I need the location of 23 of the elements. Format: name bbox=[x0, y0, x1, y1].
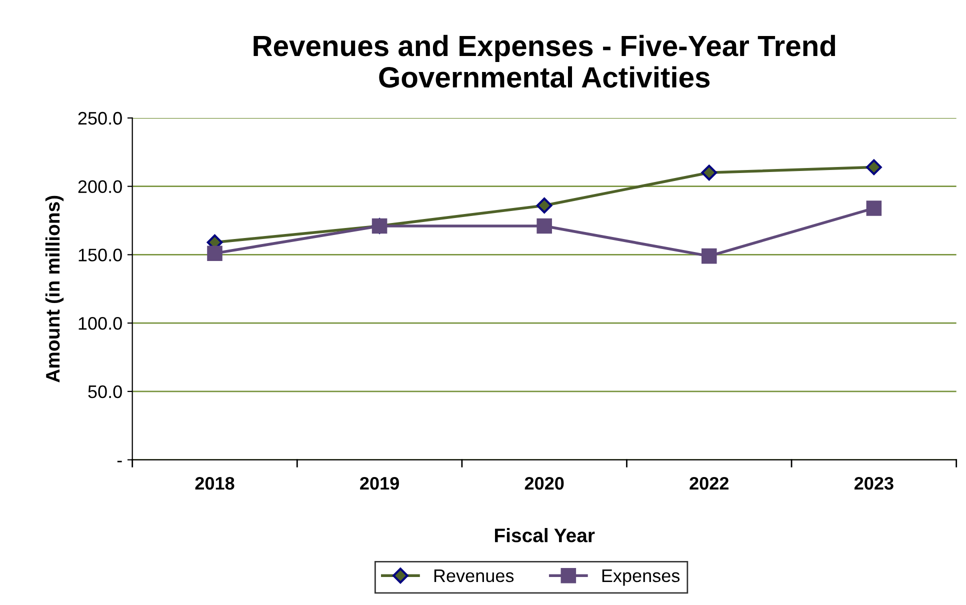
x-tick-label: 2020 bbox=[524, 476, 564, 490]
y-tick-label: 150.0 bbox=[78, 248, 122, 262]
x-tick-label: 2019 bbox=[360, 476, 399, 490]
y-tick-label: 250.0 bbox=[78, 112, 122, 125]
point bbox=[536, 198, 552, 214]
point bbox=[866, 159, 882, 176]
y-tick-label: 50.0 bbox=[88, 385, 122, 398]
y-axis-title: Amount (in millions) bbox=[45, 196, 64, 382]
y-tick-label: - bbox=[117, 460, 122, 462]
point bbox=[701, 164, 718, 181]
legend-label: Expenses bbox=[602, 570, 680, 586]
point bbox=[207, 246, 222, 261]
chart-title: Revenues and Expenses - Five-Year Trend Governmental Activities bbox=[254, 34, 836, 88]
x-tick-label: 2023 bbox=[854, 476, 894, 490]
y-tick-label: 100.0 bbox=[78, 317, 122, 330]
x-tick-label: 2018 bbox=[195, 476, 234, 490]
x-axis-title: Fiscal Year bbox=[495, 528, 595, 542]
y-tick-label: 200.0 bbox=[78, 180, 122, 194]
point bbox=[866, 200, 882, 216]
point bbox=[536, 218, 552, 234]
legend-label: Revenues bbox=[434, 570, 514, 582]
x-tick-label: 2022 bbox=[690, 476, 729, 490]
point bbox=[702, 248, 717, 264]
